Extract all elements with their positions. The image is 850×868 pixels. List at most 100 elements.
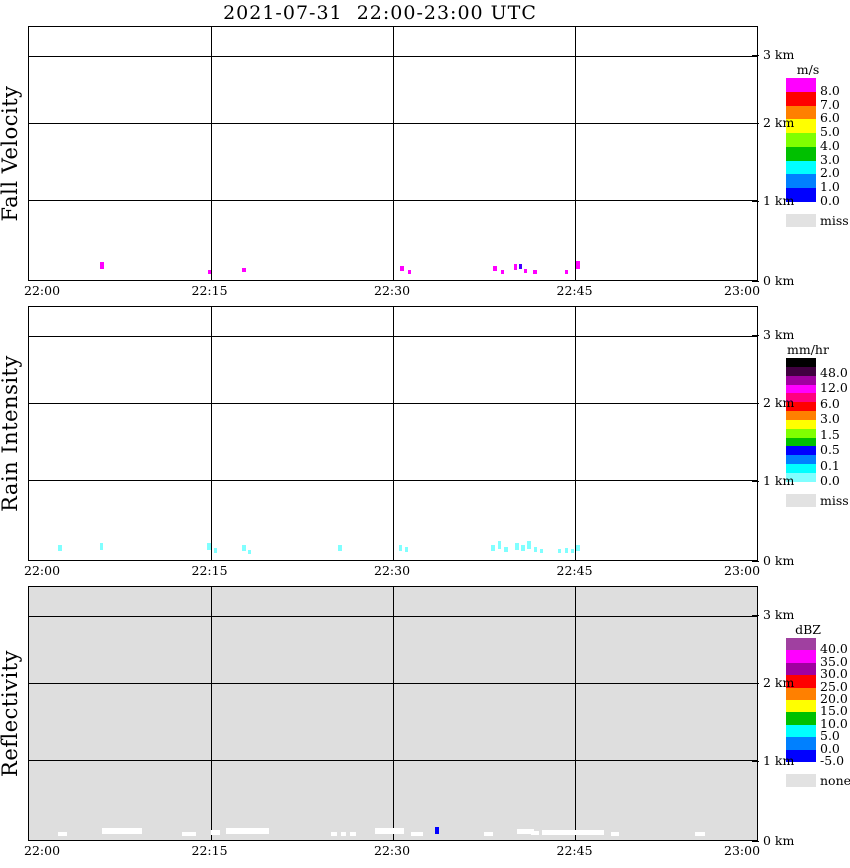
colorbar-missing-label: none: [820, 773, 850, 788]
data-cell: [521, 545, 525, 552]
axis-label-rain-intensity: Rain Intensity: [0, 355, 22, 512]
data-cell: [513, 263, 518, 270]
colorbar-swatch: [786, 419, 816, 429]
data-cell: [504, 547, 508, 553]
data-cell: [532, 269, 538, 274]
colorbar-tick-label: 6.0: [820, 395, 840, 411]
data-cell: [531, 831, 539, 836]
colorbar-swatch: [786, 146, 816, 161]
data-cell: [58, 832, 67, 837]
data-cell: [213, 547, 218, 553]
data-cell: [404, 547, 408, 553]
data-cell: [101, 827, 142, 834]
colorbar-missing-label: miss: [820, 213, 849, 228]
plot-area-rain-intensity: [28, 306, 758, 561]
axis-tick-label-time: 22:45: [556, 843, 593, 858]
axis-tick-label-height: 1 km: [763, 752, 795, 768]
colorbar-swatch: [786, 662, 816, 676]
data-cell: [484, 831, 493, 836]
gridline-vertical: [393, 307, 394, 560]
data-cell: [374, 828, 404, 835]
data-cell: [100, 261, 104, 269]
axis-tick-height: [752, 55, 759, 57]
axis-tick-label-height: 0 km: [763, 273, 795, 288]
axis-tick-height: [752, 402, 759, 404]
data-cell: [181, 832, 197, 837]
colorbar-swatch: [786, 428, 816, 438]
plot-area-reflectivity: [28, 586, 758, 841]
axis-tick-height: [752, 682, 759, 684]
axis-tick-label-height: 3 km: [763, 47, 795, 63]
data-cell: [398, 544, 403, 551]
data-cell: [491, 545, 495, 552]
data-cell: [207, 543, 211, 551]
data-cell: [493, 266, 497, 272]
axis-tick-label-time: 22:30: [374, 563, 411, 578]
colorbar-tick-label: 48.0: [820, 364, 848, 380]
axis-tick-label-time: 22:45: [556, 563, 593, 578]
data-cell: [695, 832, 706, 837]
axis-label-reflectivity: Reflectivity: [0, 650, 22, 777]
data-cell: [570, 549, 574, 554]
data-cell: [576, 260, 581, 269]
data-cell: [211, 829, 220, 835]
colorbar-unit-fall-velocity: m/s: [796, 62, 820, 77]
data-cell: [340, 831, 347, 836]
colorbar-tick-label: 20.0: [820, 691, 848, 706]
panel-reflectivity: [28, 586, 758, 841]
colorbar-swatch: [786, 384, 816, 394]
colorbar-swatch: [786, 78, 816, 92]
colorbar-swatch: [786, 437, 816, 447]
data-cell: [515, 542, 519, 550]
colorbar-swatch: [786, 188, 816, 202]
colorbar-swatch: [786, 464, 816, 473]
colorbar-tick-label: 6.0: [820, 110, 840, 126]
data-cell: [58, 545, 63, 552]
data-cell: [411, 831, 423, 836]
data-cell: [518, 264, 523, 270]
gridline-vertical: [393, 27, 394, 280]
colorbar-tick-label: 0.5: [820, 442, 840, 457]
colorbar-swatch: [786, 366, 816, 376]
data-cell: [526, 540, 531, 549]
data-cell: [225, 828, 270, 835]
colorbar-swatch: [786, 133, 816, 147]
data-cell: [533, 546, 538, 552]
axis-tick-label-time: 22:00: [24, 843, 61, 858]
axis-tick-label-time: 22:30: [374, 283, 411, 298]
colorbar-tick-label: 0.0: [820, 473, 840, 488]
axis-tick-label-time: 22:00: [24, 283, 61, 298]
data-cell: [540, 549, 544, 554]
colorbar-swatch: [786, 91, 816, 106]
colorbar-tick-label: 3.0: [820, 411, 840, 426]
colorbar-tick-label: 1.5: [820, 426, 840, 442]
axis-tick-label-height: 2 km: [763, 674, 795, 690]
colorbar-swatch: [786, 455, 816, 465]
colorbar-swatch: [786, 375, 816, 385]
colorbar-unit-rain-intensity: mm/hr: [787, 342, 829, 357]
page-title: 2021-07-31 22:00-23:00 UTC: [223, 2, 537, 24]
colorbar-swatch: [786, 411, 816, 420]
colorbar-missing-label: miss: [820, 493, 849, 508]
data-cell: [576, 545, 581, 552]
data-cell: [208, 269, 212, 274]
data-cell: [407, 269, 411, 274]
colorbar-swatch: [786, 105, 816, 120]
axis-tick-label-time: 22:30: [374, 843, 411, 858]
axis-tick-label-height: 1 km: [763, 192, 795, 208]
colorbar-swatch: [786, 737, 816, 750]
axis-tick-height: [752, 122, 759, 124]
axis-tick-height: [752, 480, 759, 482]
colorbar-swatch: [786, 724, 816, 738]
colorbar-swatch: [786, 119, 816, 134]
axis-tick-label-height: 2 km: [763, 114, 795, 130]
axis-tick-label-time: 22:15: [191, 563, 228, 578]
colorbar-tick-label: 10.0: [820, 715, 848, 731]
colorbar-swatch: [786, 699, 816, 713]
gridline-vertical: [575, 307, 576, 560]
colorbar-tick-label: 0.0: [820, 193, 840, 208]
panel-fall-velocity: [28, 26, 758, 281]
colorbar-swatch: [786, 638, 816, 651]
colorbar-swatch: [786, 160, 816, 175]
data-cell: [99, 542, 104, 550]
